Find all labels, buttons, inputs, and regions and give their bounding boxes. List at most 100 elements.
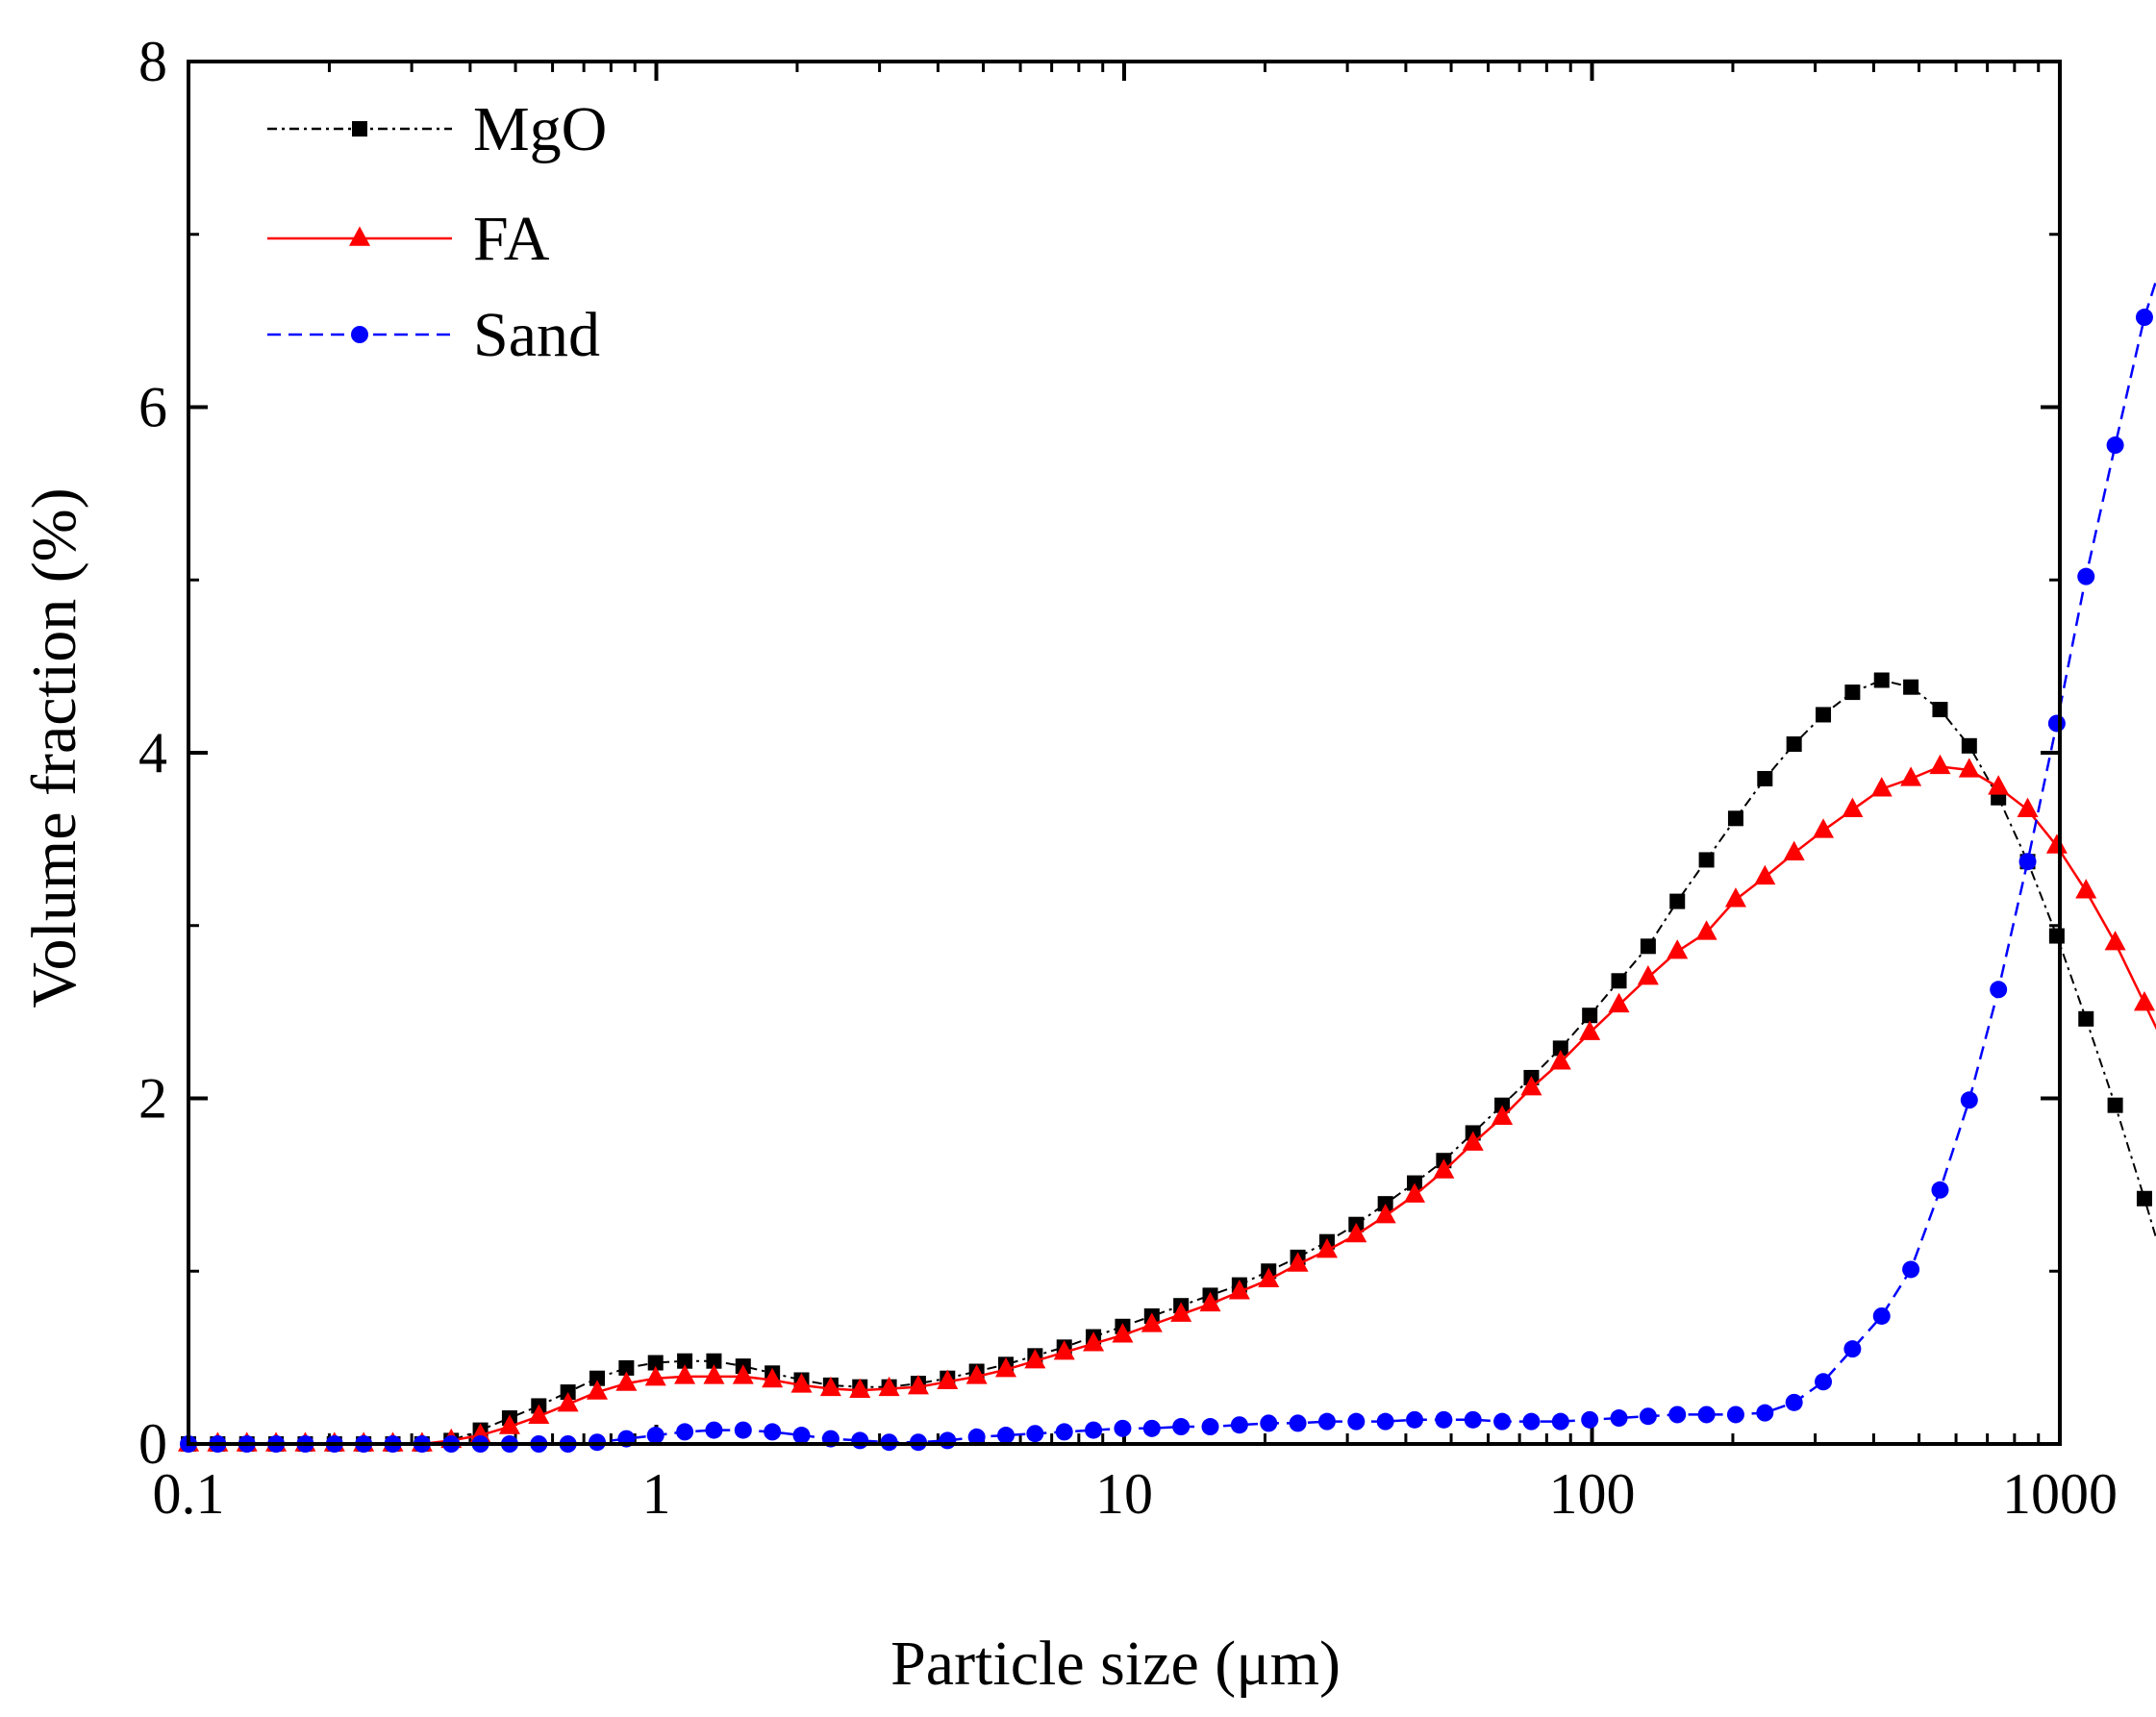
data-point [1142, 1419, 1161, 1437]
data-point [1844, 684, 1861, 701]
data-point [1112, 1323, 1134, 1343]
data-point [907, 1375, 929, 1395]
data-point [849, 1378, 871, 1398]
data-point [705, 1421, 723, 1439]
data-point [1316, 1238, 1338, 1258]
data-point [1114, 1419, 1132, 1437]
data-point [1083, 1331, 1105, 1352]
data-point [762, 1367, 784, 1388]
data-point [819, 1376, 841, 1397]
data-point [1727, 810, 1743, 827]
data-point [1668, 1406, 1687, 1424]
data-point [587, 1380, 609, 1400]
x-tick-label: 1000 [2002, 1462, 2118, 1526]
data-point [676, 1423, 694, 1441]
data-point [1611, 973, 1627, 989]
data-point [1698, 852, 1715, 868]
data-point [1462, 1131, 1484, 1151]
y-tick-label: 6 [138, 376, 167, 439]
data-point [1053, 1340, 1075, 1360]
y-tick-labels: 0 2 4 6 8 [138, 30, 167, 1476]
legend-item-mgo: MgO [267, 94, 607, 164]
legend-label: FA [473, 204, 550, 274]
data-point [1843, 1340, 1862, 1358]
data-point [1581, 1410, 1599, 1429]
data-point [1433, 1158, 1455, 1179]
y-axis-title: Volume fraction (%) [19, 487, 89, 1008]
y-tick-label: 8 [138, 30, 167, 93]
series-mgo [181, 672, 2156, 1452]
series-line [188, 765, 2156, 1446]
legend-marker-shape [351, 326, 368, 343]
data-point [1287, 1252, 1309, 1272]
data-point [1024, 1349, 1046, 1369]
data-point [1228, 1280, 1250, 1300]
data-point [2077, 567, 2095, 585]
data-point [1932, 702, 1948, 718]
data-point [1640, 938, 1656, 955]
data-point [1551, 1412, 1569, 1431]
data-point [995, 1357, 1017, 1378]
data-point [1637, 965, 1659, 985]
data-point [1230, 1416, 1248, 1434]
data-point [1669, 893, 1686, 909]
data-point [939, 1431, 957, 1450]
data-point [1404, 1182, 1426, 1203]
data-point [851, 1431, 869, 1450]
data-point [589, 1370, 606, 1386]
data-point [1786, 736, 1802, 753]
legend-marker-shape [352, 121, 367, 137]
data-point [1958, 758, 1980, 778]
data-point [618, 1359, 635, 1376]
x-tick-label: 10 [1095, 1462, 1153, 1526]
legend-item-sand: Sand [267, 300, 600, 370]
data-point [1757, 770, 1773, 786]
data-point [997, 1427, 1015, 1445]
data-point [1815, 1373, 1833, 1391]
data-point [1724, 887, 1746, 908]
data-point [703, 1364, 725, 1384]
data-point [1170, 1302, 1192, 1322]
data-point [1317, 1412, 1336, 1431]
x-tick-label: 100 [1549, 1462, 1636, 1526]
data-point [647, 1355, 664, 1371]
data-point [1900, 766, 1922, 786]
data-point [1639, 1407, 1657, 1426]
data-point [498, 1414, 520, 1434]
legend-marker [352, 121, 367, 137]
data-point [1870, 777, 1893, 797]
data-point [1783, 840, 1805, 860]
data-point [1055, 1423, 1073, 1441]
data-point [1085, 1421, 1103, 1439]
data-point [1201, 1418, 1219, 1436]
data-point [1522, 1412, 1541, 1431]
data-point [646, 1427, 664, 1445]
data-point [2107, 1097, 2123, 1113]
data-point [734, 1421, 752, 1439]
data-point [674, 1364, 696, 1384]
data-point [557, 1392, 579, 1412]
data-point [1756, 1404, 1774, 1422]
data-point [1990, 981, 2008, 999]
data-point [1345, 1222, 1367, 1243]
legend-label: MgO [473, 94, 607, 164]
data-point [1873, 672, 1890, 688]
data-point [1464, 1410, 1482, 1429]
data-point [1842, 797, 1864, 818]
data-point [1754, 864, 1776, 885]
data-point [2106, 436, 2124, 455]
legend-marker-shape [349, 226, 370, 246]
data-point [1582, 1008, 1598, 1024]
data-point [1493, 1412, 1512, 1431]
data-point [1141, 1312, 1163, 1332]
data-point [732, 1364, 754, 1384]
data-point [1988, 775, 2010, 795]
data-point [1260, 1414, 1278, 1432]
data-point [1520, 1076, 1542, 1096]
data-point [1902, 1260, 1920, 1279]
data-point [2075, 879, 2097, 899]
data-point [967, 1428, 986, 1446]
data-point [2104, 931, 2126, 951]
data-point [1695, 920, 1717, 940]
